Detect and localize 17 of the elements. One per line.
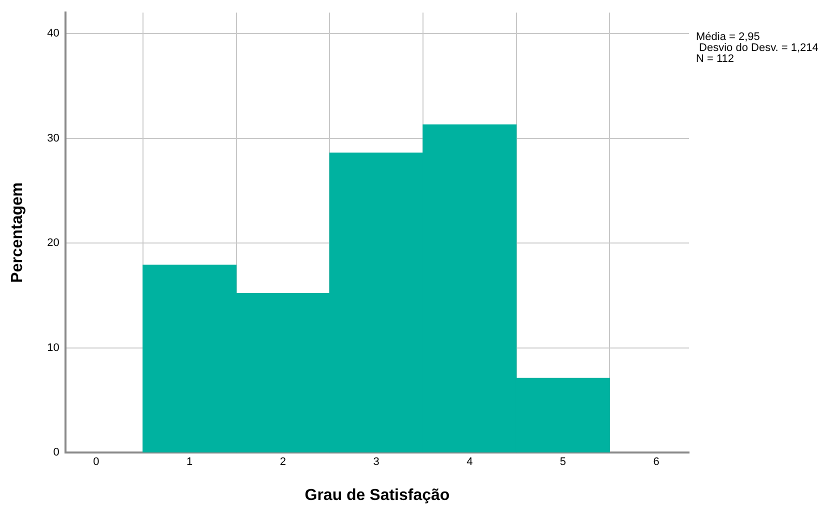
x-axis-title: Grau de Satisfação: [304, 486, 450, 504]
y-tick-label: 10: [47, 342, 60, 354]
x-tick-label: 5: [560, 456, 566, 468]
y-tick-label: 20: [47, 237, 60, 250]
y-axis-title: Percentagem: [9, 182, 26, 283]
x-tick-label: 1: [186, 456, 193, 468]
text: N = 112: [696, 53, 736, 65]
y-tick-label: 40: [47, 28, 60, 40]
text: Desvio do Desv. = 1,214: [698, 42, 818, 54]
x-tick-label: 6: [653, 456, 660, 468]
y-tick-label: 0: [53, 446, 60, 459]
x-tick-label: 2: [280, 456, 286, 468]
x-tick-label: 4: [466, 456, 473, 468]
y-tick-label: 30: [47, 132, 60, 144]
x-tick-label: 3: [373, 456, 380, 468]
x-tick-label: 0: [93, 456, 100, 468]
text: Média = 2,95: [696, 31, 761, 43]
